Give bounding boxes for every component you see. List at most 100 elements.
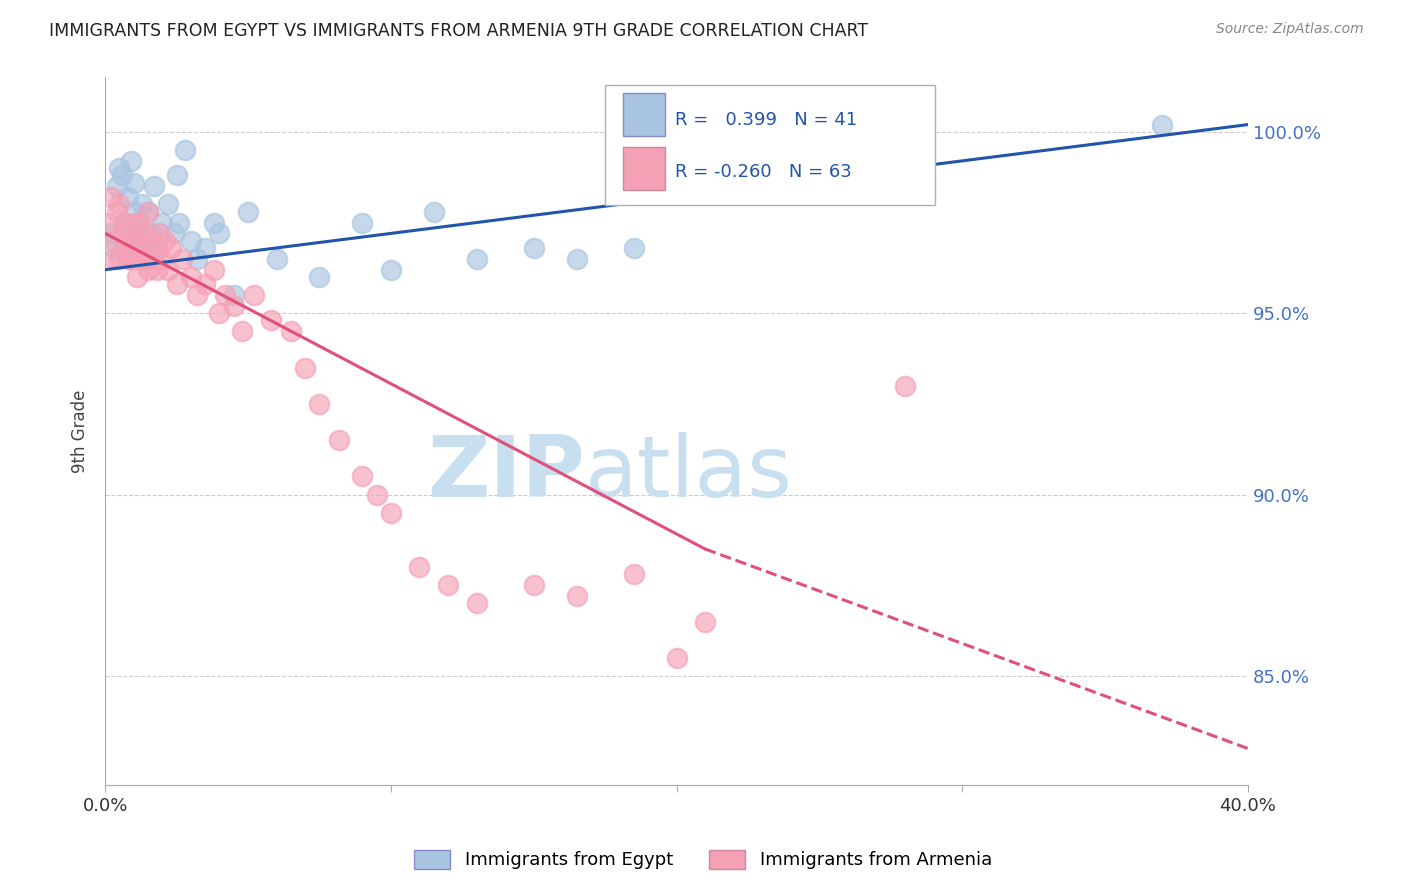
Point <box>693 615 716 629</box>
Point <box>134 252 156 266</box>
Point <box>153 234 176 248</box>
Point <box>117 190 139 204</box>
Point <box>142 252 165 266</box>
Point <box>366 487 388 501</box>
Point <box>134 227 156 241</box>
Point <box>523 241 546 255</box>
Point <box>352 215 374 229</box>
Point <box>236 204 259 219</box>
Point <box>136 204 159 219</box>
Point <box>128 252 150 266</box>
Legend: Immigrants from Egypt, Immigrants from Armenia: Immigrants from Egypt, Immigrants from A… <box>405 841 1001 879</box>
Point <box>142 179 165 194</box>
Point <box>114 215 136 229</box>
Point <box>111 169 134 183</box>
Point <box>97 215 120 229</box>
Point <box>222 299 245 313</box>
Text: R = -0.260   N = 63: R = -0.260 N = 63 <box>675 162 852 181</box>
Point <box>465 252 488 266</box>
Point <box>231 324 253 338</box>
Point <box>308 397 330 411</box>
Point <box>894 378 917 392</box>
Point <box>100 190 122 204</box>
Point <box>103 241 125 255</box>
Point <box>122 204 145 219</box>
Point <box>114 241 136 255</box>
Point <box>100 227 122 241</box>
Point <box>150 252 173 266</box>
Point <box>120 252 142 266</box>
Point <box>523 578 546 592</box>
Point <box>117 227 139 241</box>
Point <box>134 252 156 266</box>
Point <box>125 234 148 248</box>
Point <box>145 241 167 255</box>
Point <box>120 234 142 248</box>
Point <box>125 227 148 241</box>
Point <box>131 197 153 211</box>
Point <box>186 288 208 302</box>
Y-axis label: 9th Grade: 9th Grade <box>72 390 89 473</box>
Point <box>120 153 142 168</box>
Point <box>174 143 197 157</box>
Point <box>222 288 245 302</box>
Point <box>294 360 316 375</box>
Point <box>114 215 136 229</box>
Point <box>125 269 148 284</box>
Text: Source: ZipAtlas.com: Source: ZipAtlas.com <box>1216 22 1364 37</box>
Point <box>122 176 145 190</box>
Point <box>260 313 283 327</box>
Point <box>128 215 150 229</box>
Point <box>148 227 170 241</box>
Point <box>280 324 302 338</box>
Point <box>180 269 202 284</box>
Point <box>105 204 128 219</box>
Point <box>623 241 645 255</box>
Point <box>136 262 159 277</box>
Point <box>352 469 374 483</box>
Point <box>202 215 225 229</box>
Point <box>131 234 153 248</box>
Point <box>122 241 145 255</box>
Text: atlas: atlas <box>585 432 793 515</box>
Point <box>160 241 183 255</box>
Point <box>139 234 162 248</box>
Point <box>166 277 188 292</box>
Point <box>465 596 488 610</box>
Text: R =   0.399   N = 41: R = 0.399 N = 41 <box>675 112 858 129</box>
Point <box>380 506 402 520</box>
Point <box>103 252 125 266</box>
Point <box>208 227 231 241</box>
Point <box>408 560 430 574</box>
Point <box>131 241 153 255</box>
Point <box>380 262 402 277</box>
Point <box>169 215 191 229</box>
Point <box>108 252 131 266</box>
Point <box>103 234 125 248</box>
Point <box>117 252 139 266</box>
Point <box>186 252 208 266</box>
Point <box>136 204 159 219</box>
Point <box>108 197 131 211</box>
Text: ZIP: ZIP <box>427 432 585 515</box>
Point <box>145 241 167 255</box>
Point <box>202 262 225 277</box>
Point <box>665 650 688 665</box>
Point <box>623 567 645 582</box>
Point <box>145 262 167 277</box>
Point <box>1152 118 1174 132</box>
Point <box>565 252 588 266</box>
Point <box>163 227 186 241</box>
Text: IMMIGRANTS FROM EGYPT VS IMMIGRANTS FROM ARMENIA 9TH GRADE CORRELATION CHART: IMMIGRANTS FROM EGYPT VS IMMIGRANTS FROM… <box>49 22 869 40</box>
Point <box>214 288 236 302</box>
Point <box>157 197 180 211</box>
Point <box>266 252 288 266</box>
Point <box>180 234 202 248</box>
Point <box>194 241 217 255</box>
Point <box>172 252 194 266</box>
Point <box>108 161 131 175</box>
Point <box>422 204 444 219</box>
Point <box>128 215 150 229</box>
Point <box>328 433 350 447</box>
Point <box>105 179 128 194</box>
